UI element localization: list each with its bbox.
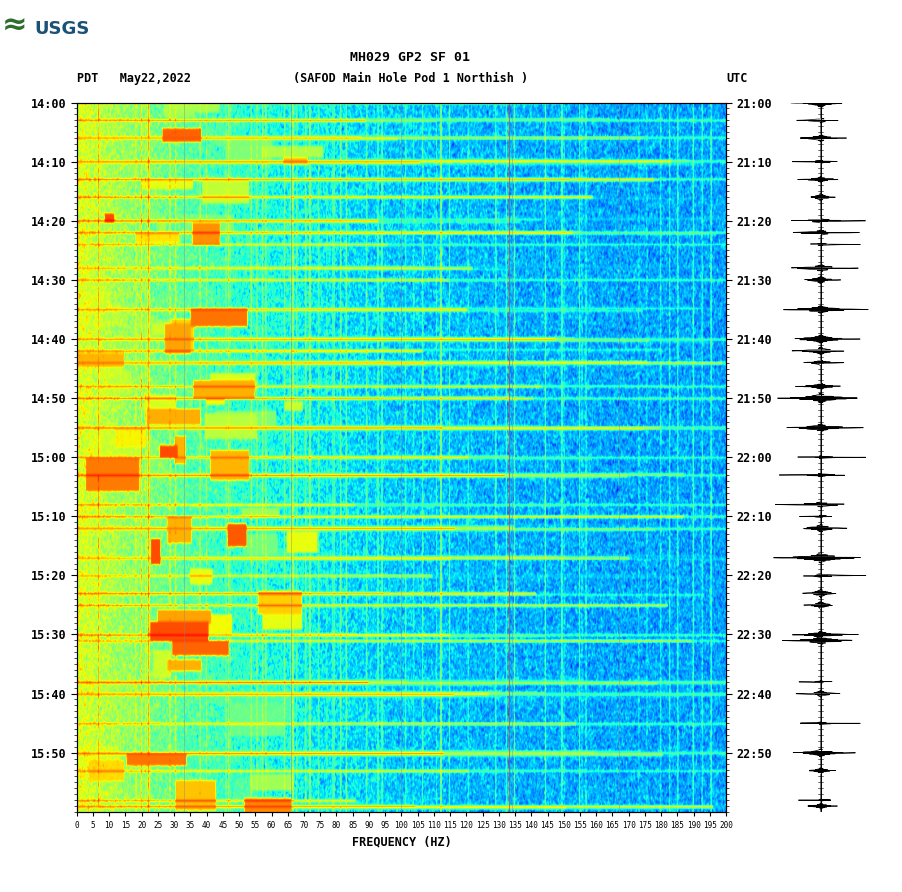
- Text: USGS: USGS: [34, 20, 89, 38]
- Text: PDT   May22,2022: PDT May22,2022: [77, 72, 190, 85]
- X-axis label: FREQUENCY (HZ): FREQUENCY (HZ): [352, 835, 451, 848]
- Text: (SAFOD Main Hole Pod 1 Northish ): (SAFOD Main Hole Pod 1 Northish ): [293, 72, 528, 85]
- Text: MH029 GP2 SF 01: MH029 GP2 SF 01: [350, 52, 471, 64]
- Text: UTC: UTC: [726, 72, 748, 85]
- Text: ≈: ≈: [2, 12, 27, 41]
